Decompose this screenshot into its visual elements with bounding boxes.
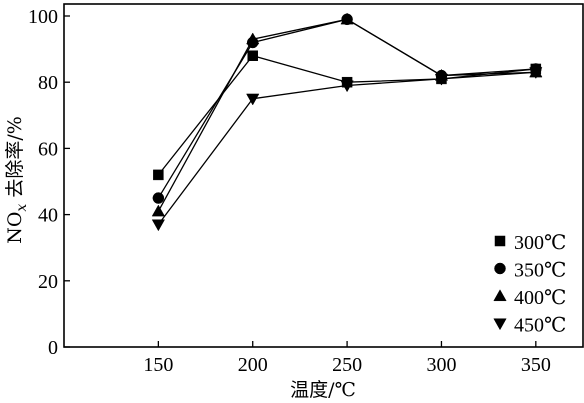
y-tick-label: 80	[38, 72, 58, 94]
series-line	[157, 54, 536, 176]
data-point	[246, 93, 260, 106]
y-tick-label: 40	[38, 205, 58, 227]
y-tick-label: 60	[38, 138, 58, 160]
x-tick-label: 250	[332, 354, 362, 376]
legend: 300℃ 350℃ 400℃ 450℃	[493, 232, 566, 337]
y-axis-title-subscript: x	[14, 204, 30, 212]
x-tick-label: 150	[143, 354, 173, 376]
circle-marker-icon	[494, 262, 506, 275]
data-point	[340, 12, 354, 25]
legend-item: 300℃	[494, 232, 566, 254]
y-tick-label: 0	[48, 337, 58, 359]
legend-label: 300℃	[514, 232, 566, 254]
series-triangle-up	[151, 12, 543, 217]
triangle-down-marker-icon	[493, 318, 507, 331]
plot-frame	[63, 3, 584, 348]
x-axis-title: 温度/℃	[290, 379, 356, 401]
data-point	[434, 73, 449, 86]
series-triangle-down	[151, 67, 543, 232]
x-tick-label: 200	[238, 354, 268, 376]
data-point	[247, 50, 258, 61]
data-point	[246, 32, 260, 45]
y-tick-label: 100	[28, 6, 58, 28]
legend-label: 450℃	[514, 315, 566, 337]
series-line	[157, 71, 536, 225]
data-point	[153, 169, 164, 181]
data-point	[529, 67, 543, 79]
y-axis-title-rest: 去除率/%	[4, 116, 26, 204]
legend-label: 400℃	[514, 287, 566, 309]
triangle-up-marker-icon	[493, 289, 507, 302]
data-point	[152, 192, 165, 204]
legend-item: 350℃	[494, 260, 566, 282]
data-point	[151, 204, 165, 217]
data-point	[151, 219, 165, 232]
y-axis-title: NOx 去除率/%	[4, 116, 30, 244]
legend-item: 450℃	[493, 315, 566, 337]
plot-area: 150 200 250 300 350 0 20 40 60 80 100	[28, 3, 584, 376]
data-point	[340, 80, 354, 93]
square-marker-icon	[494, 235, 506, 247]
series-line	[157, 18, 536, 212]
legend-label: 350℃	[514, 260, 566, 282]
x-tick-label: 300	[426, 354, 456, 376]
y-tick-label: 20	[38, 271, 58, 293]
y-axis-title-main: NO	[4, 212, 26, 244]
series-layer	[151, 12, 543, 232]
legend-item: 400℃	[493, 287, 566, 309]
x-tick-label: 350	[521, 354, 551, 376]
